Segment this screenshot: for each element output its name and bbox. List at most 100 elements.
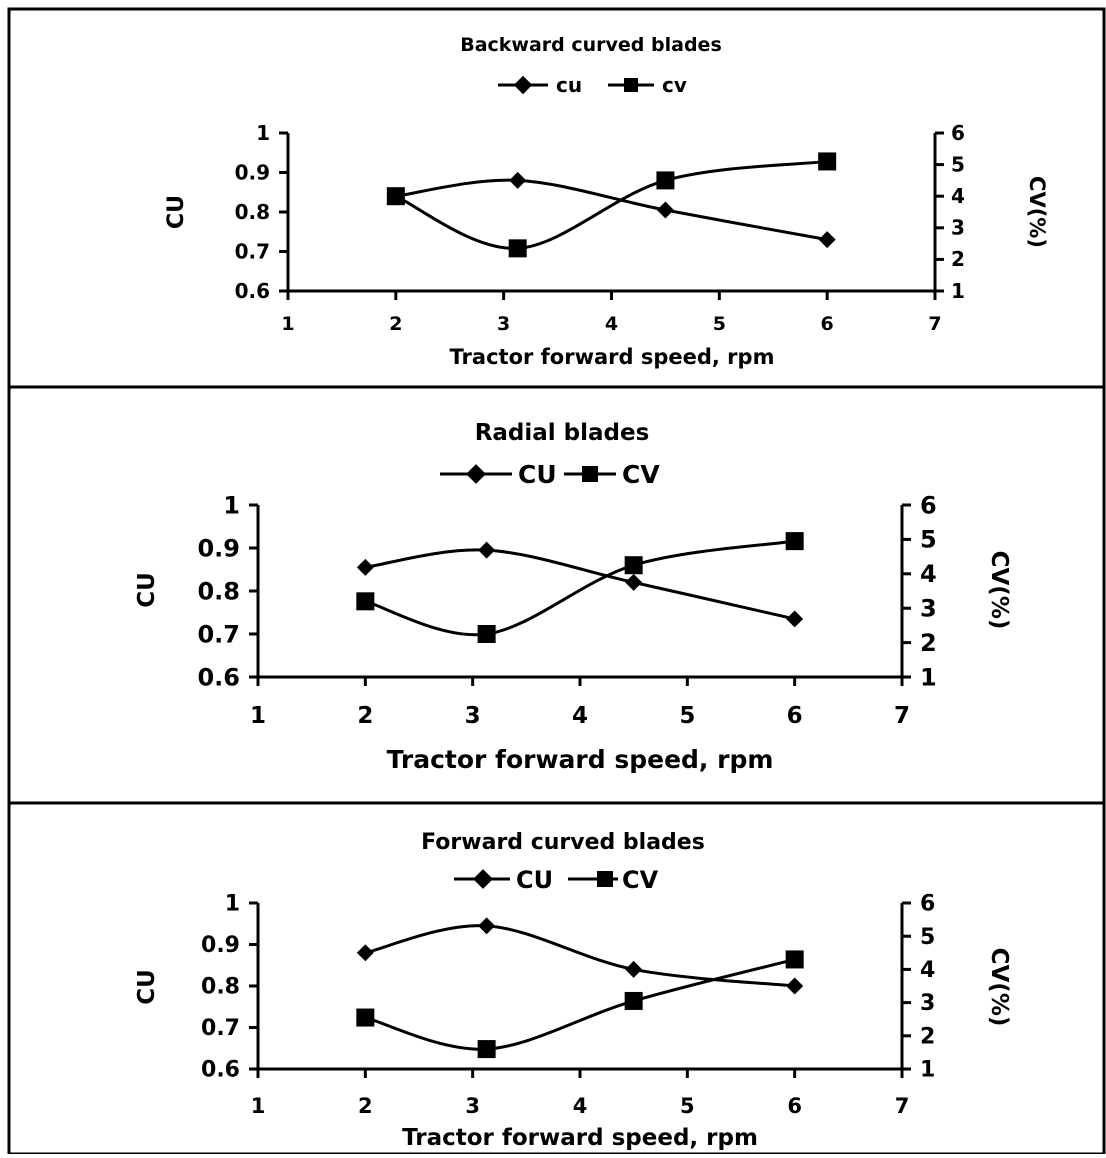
data-point-cv: [785, 532, 804, 551]
legend-marker-square: [624, 78, 638, 92]
y2-tick-label: 6: [920, 491, 937, 519]
x-tick-label: 3: [497, 313, 510, 335]
y-axis-label: CU: [164, 195, 189, 229]
y-tick-label: 0.6: [201, 1058, 240, 1083]
x-axis-label: Tractor forward speed, rpm: [402, 1125, 758, 1151]
axes: 1 2 3 4 5 6 7 0.6 0.7 0.8 0.9 1 1 2 3 4 5 6: [235, 121, 965, 335]
y2-tick-label: 5: [920, 526, 937, 554]
y-axis-label: CU: [134, 572, 160, 608]
data-point-cv: [477, 625, 496, 643]
y-tick-label: 0.8: [235, 200, 270, 224]
x-tick-label: 7: [894, 703, 910, 729]
y-tick-label: 0.7: [197, 620, 240, 648]
x-axis-label: Tractor forward speed, rpm: [450, 345, 775, 369]
x-tick-label: 5: [680, 1094, 695, 1118]
y2-tick-label: 6: [920, 892, 935, 917]
y2-tick-label: 1: [951, 279, 965, 303]
legend-marker-diamond: [466, 464, 486, 484]
data-point-cv: [785, 950, 804, 969]
y2-tick-label: 2: [951, 247, 965, 271]
data-point-cu: [786, 610, 804, 628]
legend-label: CV: [622, 460, 660, 489]
data-point-cu: [478, 541, 496, 559]
y-tick-label: 0.6: [235, 279, 270, 303]
y-tick-label: 0.9: [201, 933, 240, 958]
data-point-cv: [624, 556, 643, 575]
data-point-cv: [624, 991, 643, 1010]
x-tick-label: 6: [787, 703, 803, 729]
y-tick-label: 0.9: [235, 160, 270, 184]
x-tick-label: 3: [465, 1094, 480, 1118]
x-tick-label: 4: [572, 703, 588, 729]
series-line-cv: [395, 159, 828, 250]
y2-tick-label: 5: [920, 925, 935, 950]
chart-forward-curved: Forward curved blades CU CV 1 2 3 4 5 6 7 0.6 0.…: [134, 830, 1012, 1151]
legend-marker-diamond: [473, 869, 493, 889]
y2-tick-label: 4: [951, 184, 965, 208]
data-point-cv: [508, 239, 527, 258]
data-point-cu: [356, 944, 374, 962]
data-point-cv: [356, 1008, 375, 1027]
data-point-cu: [818, 231, 836, 249]
data-point-cu: [656, 201, 674, 219]
data-point-cu: [625, 960, 643, 978]
y-tick-label: 0.7: [201, 1016, 240, 1041]
series-line-cu: [365, 548, 795, 621]
x-tick-label: 4: [573, 1094, 588, 1118]
x-axis-label: Tractor forward speed, rpm: [387, 745, 774, 774]
y2-tick-label: 1: [920, 1058, 935, 1083]
x-tick-label: 2: [357, 703, 373, 729]
legend-marker-square: [582, 466, 598, 482]
x-tick-label: 1: [281, 313, 294, 335]
series-line-cu: [365, 924, 795, 988]
y-tick-label: 1: [223, 491, 240, 519]
x-tick-label: 4: [605, 313, 618, 335]
x-tick-label: 1: [251, 1094, 266, 1118]
legend-label: cu: [556, 73, 582, 97]
y-tick-label: 1: [225, 892, 240, 917]
x-tick-label: 7: [928, 313, 941, 335]
y2-axis-label: CV(%): [1025, 176, 1049, 248]
legend: CU CV: [440, 460, 660, 489]
data-point-cv: [477, 1040, 496, 1059]
y2-tick-label: 5: [951, 152, 965, 176]
chart-title: Radial blades: [475, 420, 650, 446]
y2-tick-label: 4: [920, 560, 937, 588]
data-point-cu: [356, 558, 374, 576]
data-point-cu: [625, 573, 643, 591]
x-tick-label: 5: [713, 313, 726, 335]
chart-radial: Radial blades CU CV 1 2 3 4 5 6 7 0.6 0.7 0.8 0.9 1…: [134, 420, 1012, 774]
y2-tick-label: 6: [951, 121, 965, 145]
legend-label: CU: [518, 460, 557, 489]
panel-frames: [7, 7, 1106, 1156]
x-tick-label: 1: [250, 703, 266, 729]
panel-frame: [7, 801, 1106, 1156]
axes: 1 2 3 4 5 6 7 0.6 0.7 0.8 0.9 1 1 2 3 4 5 6: [197, 491, 936, 729]
legend-label: cv: [662, 73, 687, 97]
y-tick-label: 1: [256, 121, 270, 145]
chart-title: Forward curved blades: [421, 830, 705, 855]
data-point-cv: [386, 187, 405, 206]
legend-label: CU: [516, 866, 553, 894]
x-tick-label: 6: [821, 313, 834, 335]
data-point-cu: [478, 917, 496, 935]
series-line-cv: [364, 539, 795, 637]
panel-frame: [7, 385, 1106, 805]
y2-tick-label: 3: [920, 594, 937, 622]
y-tick-label: 0.6: [197, 663, 240, 691]
x-tick-label: 3: [465, 703, 481, 729]
legend-marker-square: [597, 871, 613, 887]
y-tick-label: 0.8: [197, 577, 240, 605]
y-tick-label: 0.7: [235, 239, 270, 263]
y2-tick-label: 3: [920, 991, 935, 1016]
axes: 1 2 3 4 5 6 7 0.6 0.7 0.8 0.9 1 1 2 3 4 5 6: [201, 892, 935, 1118]
series-line-cu: [395, 178, 828, 242]
data-point-cv: [356, 592, 375, 611]
series-line-cv: [364, 957, 796, 1051]
legend: CU CV: [454, 866, 659, 894]
y2-tick-label: 3: [951, 216, 965, 240]
legend: cu cv: [498, 73, 687, 97]
y-tick-label: 0.9: [197, 534, 240, 562]
